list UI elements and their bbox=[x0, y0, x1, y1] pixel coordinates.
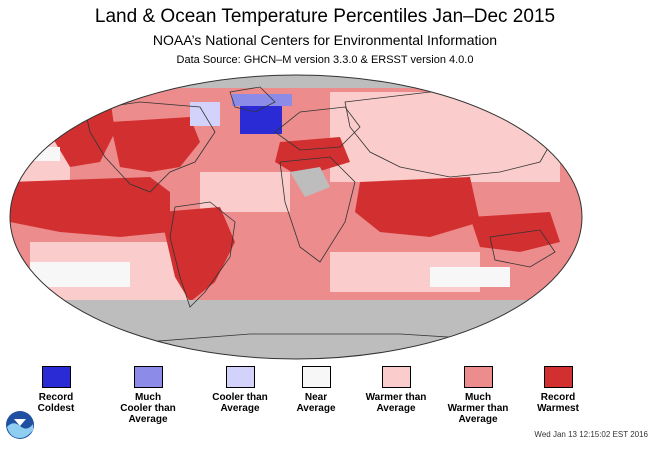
legend-label: Much Cooler than Average bbox=[120, 392, 176, 425]
north-america-record bbox=[110, 117, 200, 172]
legend-item-record-coldest: Record Coldest bbox=[11, 366, 101, 414]
legend-item-record-warmest: Record Warmest bbox=[513, 366, 603, 414]
noaa-logo bbox=[6, 411, 34, 439]
asia-warmer-region bbox=[330, 92, 560, 182]
legend-swatch bbox=[543, 366, 573, 388]
south-america-record bbox=[160, 207, 235, 302]
globe-outline bbox=[9, 74, 583, 360]
legend-swatch bbox=[225, 366, 255, 388]
southern-near bbox=[430, 267, 510, 287]
legend-item-much-cooler: Much Cooler than Average bbox=[103, 366, 193, 425]
legend-label: Record Coldest bbox=[37, 392, 75, 414]
legend-item-cooler: Cooler than Average bbox=[195, 366, 285, 414]
north-atlantic-much-cooler bbox=[232, 94, 292, 106]
indian-ocean-record bbox=[355, 177, 480, 237]
south-pacific-near bbox=[30, 262, 130, 287]
legend-swatch bbox=[301, 366, 331, 388]
africa-record bbox=[275, 137, 350, 177]
legend-item-near: Near Average bbox=[271, 366, 361, 414]
atlantic-warmer bbox=[200, 172, 290, 212]
north-atlantic-cooler bbox=[190, 102, 220, 126]
arctic-no-data bbox=[10, 75, 582, 88]
legend-label: Much Warmer than Average bbox=[447, 392, 509, 425]
legend-label: Cooler than Average bbox=[212, 392, 268, 414]
sahara-no-data bbox=[290, 167, 330, 197]
australia-record bbox=[470, 212, 560, 252]
north-pacific-near bbox=[25, 147, 60, 161]
southern-ocean-no-data bbox=[10, 300, 582, 359]
legend-swatch bbox=[133, 366, 163, 388]
map-title: Land & Ocean Temperature Percentiles Jan… bbox=[94, 6, 556, 27]
map-subtitle: NOAA’s National Centers for Environmenta… bbox=[152, 32, 498, 48]
legend-item-much-warmer: Much Warmer than Average bbox=[433, 366, 523, 425]
legend-swatch bbox=[463, 366, 493, 388]
legend-label: Warmer than Average bbox=[365, 392, 427, 414]
legend-label: Record Warmest bbox=[537, 392, 579, 414]
legend-swatch bbox=[41, 366, 71, 388]
legend-item-warmer: Warmer than Average bbox=[351, 366, 441, 414]
east-pacific-record bbox=[10, 177, 170, 237]
data-source: Data Source: GHCN–M version 3.3.0 & ERSS… bbox=[176, 54, 474, 66]
legend-label: Near Average bbox=[296, 392, 336, 414]
world-map bbox=[9, 74, 583, 360]
legend-swatch bbox=[381, 366, 411, 388]
legend: Record Coldest Much Cooler than Average Co… bbox=[0, 366, 650, 436]
timestamp: Wed Jan 13 12:15:02 EST 2016 bbox=[534, 430, 648, 439]
